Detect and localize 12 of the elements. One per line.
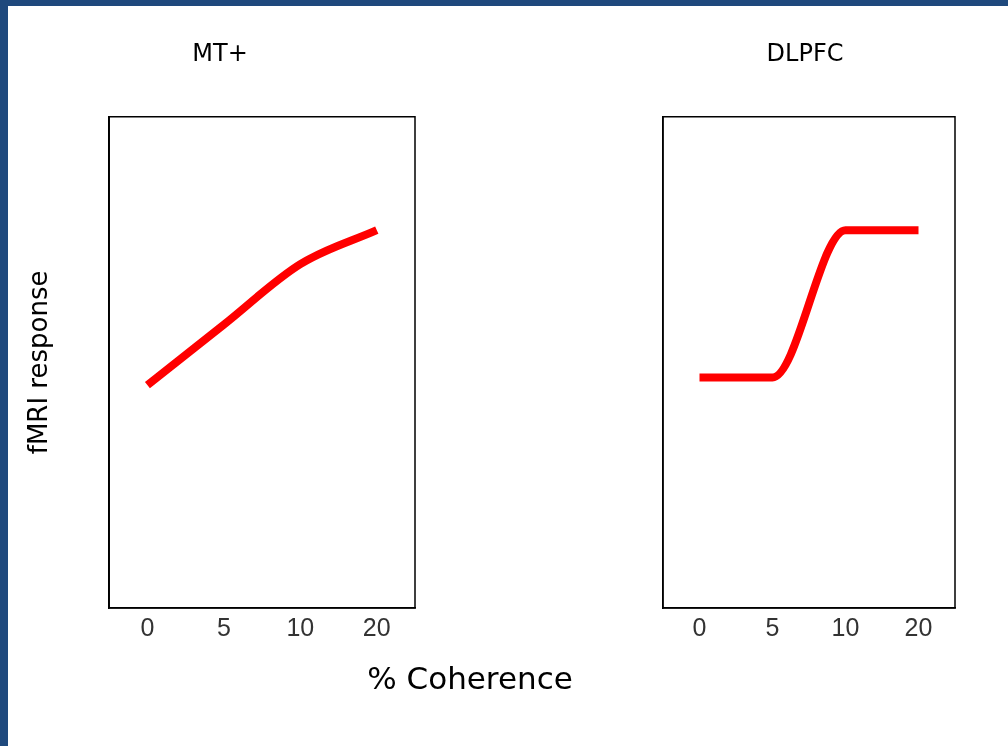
x-tick-label: 0 — [692, 612, 707, 641]
y-axis-title: fMRI response — [23, 270, 54, 455]
x-tick-label: 0 — [140, 612, 155, 641]
x-tick-label: 5 — [216, 612, 231, 641]
x-tick-label: 20 — [362, 612, 391, 641]
x-tick-label: 10 — [831, 612, 860, 641]
chart-title: MT+ — [192, 38, 248, 67]
x-tick-label: 5 — [765, 612, 780, 641]
x-axis-title: % Coherence — [366, 660, 574, 696]
chart-title: DLPFC — [766, 38, 844, 67]
x-tick-label: 10 — [286, 612, 315, 641]
x-tick-label: 20 — [904, 612, 933, 641]
